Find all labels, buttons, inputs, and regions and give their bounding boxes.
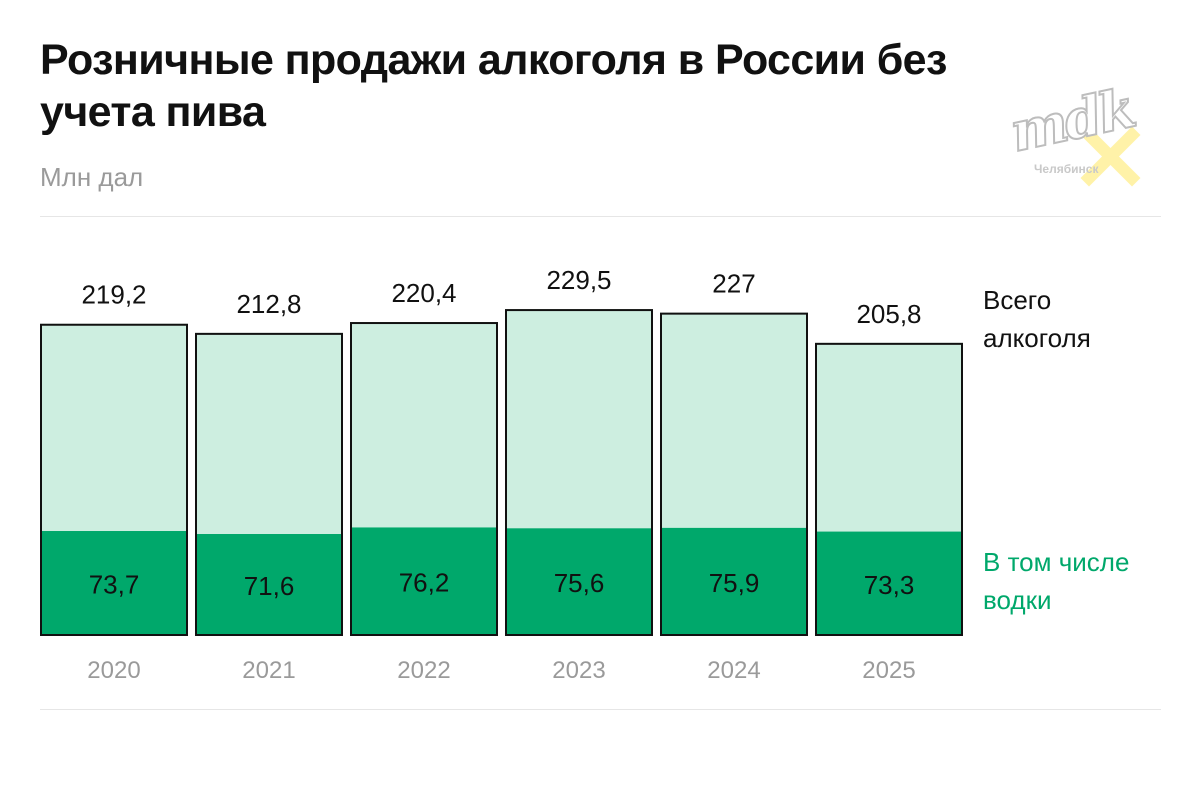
total-bar-outline-2023 [505, 309, 653, 636]
total-value-label-2022: 220,4 [391, 278, 456, 308]
vodka-value-label-2022: 76,2 [399, 568, 450, 598]
total-value-label-2021: 212,8 [236, 289, 301, 319]
year-tick-label-2024: 2024 [707, 657, 760, 684]
vodka-bar-2024 [660, 527, 808, 636]
vodka-bar-2023 [505, 528, 653, 636]
bottom-divider [40, 709, 1161, 710]
year-tick-label-2021: 2021 [242, 657, 295, 684]
year-tick-label-2023: 2023 [552, 657, 605, 684]
total-bar-outline-2020 [40, 323, 188, 636]
year-tick-label-2022: 2022 [397, 657, 450, 684]
vodka-bar-2021 [195, 534, 343, 636]
total-value-label-2023: 229,5 [546, 265, 611, 295]
vodka-bar-2022 [350, 527, 498, 636]
vodka-value-label-2021: 71,6 [244, 571, 295, 601]
total-value-label-2024: 227 [712, 269, 755, 299]
legend-total-alcohol: Всего алкоголя [983, 285, 1091, 353]
vodka-value-label-2025: 73,3 [864, 570, 915, 600]
year-tick-label-2020: 2020 [87, 657, 140, 684]
total-value-label-2025: 205,8 [856, 299, 921, 329]
total-bar-outline-2022 [350, 322, 498, 636]
top-divider [40, 216, 1161, 217]
year-tick-label-2025: 2025 [862, 657, 915, 684]
total-value-label-2020: 219,2 [81, 280, 146, 310]
watermark-cross-icon [1080, 126, 1141, 187]
watermark-logo: mdk Челябинск [1004, 75, 1144, 192]
vodka-value-label-2020: 73,7 [89, 570, 140, 600]
total-bar-outline-2024 [660, 312, 808, 636]
chart-title: Розничные продажи алкоголя в России без … [40, 36, 947, 136]
legend-vodka: В том числе водки [983, 547, 1130, 615]
total-bar-outline-2021 [195, 332, 343, 636]
watermark-cross-stroke-2 [1080, 126, 1141, 187]
unit-label: Млн дал [40, 162, 144, 192]
vodka-value-label-2024: 75,9 [709, 568, 760, 598]
vodka-bar-2020 [40, 531, 188, 636]
vodka-bar-2025 [815, 531, 963, 636]
vodka-value-label-2023: 75,6 [554, 568, 605, 598]
total-bar-outline-2025 [815, 342, 963, 636]
watermark-city: Челябинск [1034, 162, 1099, 176]
